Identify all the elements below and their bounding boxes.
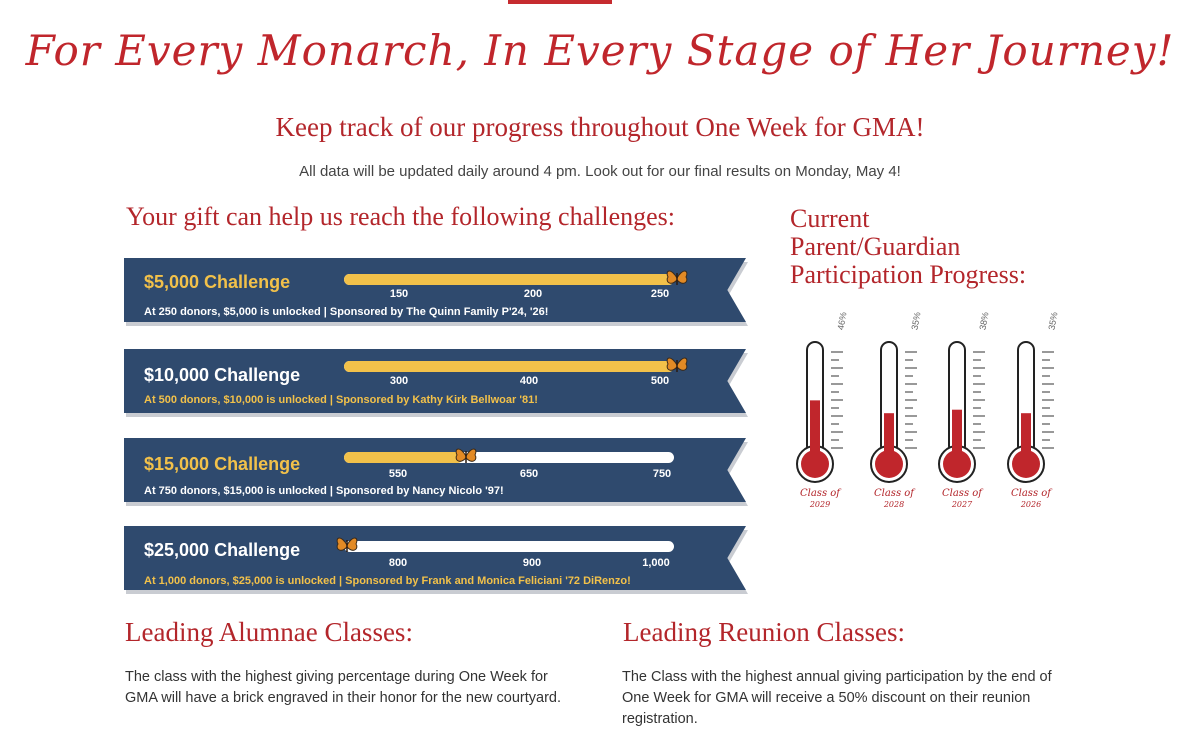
thermometer-class-label: Class of 2026 [1006,488,1056,510]
page-subtitle: Keep track of our progress throughout On… [275,112,925,142]
challenge-progress-fill [344,361,674,372]
participation-heading-line: Parent/Guardian [790,232,961,261]
challenge-progress-track [344,541,674,552]
challenge-tick: 1,000 [642,557,670,569]
challenge-description: At 250 donors, $5,000 is unlocked | Spon… [144,306,549,318]
class-year-text: 2027 [951,500,973,509]
update-note: All data will be updated daily around 4 … [299,163,901,180]
thermometer-graphic [870,341,917,483]
thermometer-class-label: Class of 2028 [869,488,919,510]
butterfly-icon [336,537,358,552]
challenge-tick: 400 [519,375,539,387]
thermometer-class-label: Class of 2029 [795,488,845,510]
challenge-description: At 750 donors, $15,000 is unlocked | Spo… [144,485,504,497]
thermometer-graphic [1007,341,1054,483]
challenge-banner: $5,000 Challenge 150 200 250 At 250 dono… [124,258,746,322]
thermometer-percent-label: 35% [909,311,923,331]
challenge-title: $10,000 Challenge [144,365,301,385]
thermometer: 38% Class of 2027 [937,311,997,520]
butterfly-icon [455,448,477,463]
challenge-tick: 300 [389,375,409,387]
challenge-banner: $25,000 Challenge 800 900 1,000 At 1,000… [124,526,746,590]
butterfly-icon [666,270,688,285]
thermometer-graphic [796,341,843,483]
thermometer: 35% Class of 2028 [869,311,929,520]
challenge-progress-fill [344,452,463,463]
challenge-description: At 500 donors, $10,000 is unlocked | Spo… [144,394,538,406]
thermometer: 46% Class of 2029 [795,311,855,520]
alumnae-description: The class with the highest giving percen… [125,669,562,706]
top-accent-bar [508,0,612,4]
challenges-heading: Your gift can help us reach the followin… [126,202,675,231]
alumnae-heading: Leading Alumnae Classes: [125,617,413,647]
challenge-progress-track [344,452,674,463]
thermometer-percent-label: 38% [977,311,991,331]
class-label-text: Class of [800,488,840,499]
class-label-text: Class of [1011,488,1051,499]
thermometer-percent-label: 35% [1046,311,1060,331]
participation-heading: Current Parent/Guardian Participation Pr… [790,205,1026,289]
reunion-heading: Leading Reunion Classes: [623,617,905,647]
class-label-text: Class of [874,488,914,499]
challenge-description: At 1,000 donors, $25,000 is unlocked | S… [144,575,631,587]
butterfly-icon [666,357,688,372]
challenge-progress-fill [344,274,674,285]
participation-heading-line: Participation Progress: [790,260,1027,289]
page-script-title: For Every Monarch, In Every Stage of Her… [25,26,1175,75]
thermometer-percent-label: 46% [835,311,849,331]
participation-heading-line: Current [790,204,870,233]
challenge-tick: 500 [650,375,670,387]
challenge-tick: 900 [522,557,542,569]
reunion-description: The Class with the highest annual giving… [622,669,1052,727]
challenge-banner: $15,000 Challenge 550 650 750 At 750 don… [124,438,746,502]
class-year-text: 2028 [883,500,905,509]
challenge-tick: 200 [523,288,543,300]
class-year-text: 2029 [809,500,831,509]
challenge-tick: 150 [389,288,409,300]
class-year-text: 2026 [1020,500,1042,509]
challenge-title: $25,000 Challenge [144,540,301,560]
challenge-title: $5,000 Challenge [144,272,291,292]
class-label-text: Class of [942,488,982,499]
challenge-banner: $10,000 Challenge 300 400 500 At 500 don… [124,349,746,413]
thermometer-class-label: Class of 2027 [937,488,987,510]
thermometer: 35% Class of 2026 [1006,311,1066,520]
challenge-tick: 550 [388,468,408,480]
challenge-tick: 650 [519,468,539,480]
challenge-tick: 750 [652,468,672,480]
challenge-progress-track [344,361,674,372]
thermometer-graphic [938,341,985,483]
challenge-title: $15,000 Challenge [144,454,301,474]
challenge-tick: 800 [388,557,408,569]
challenge-tick: 250 [650,288,670,300]
challenge-progress-track [344,274,674,285]
